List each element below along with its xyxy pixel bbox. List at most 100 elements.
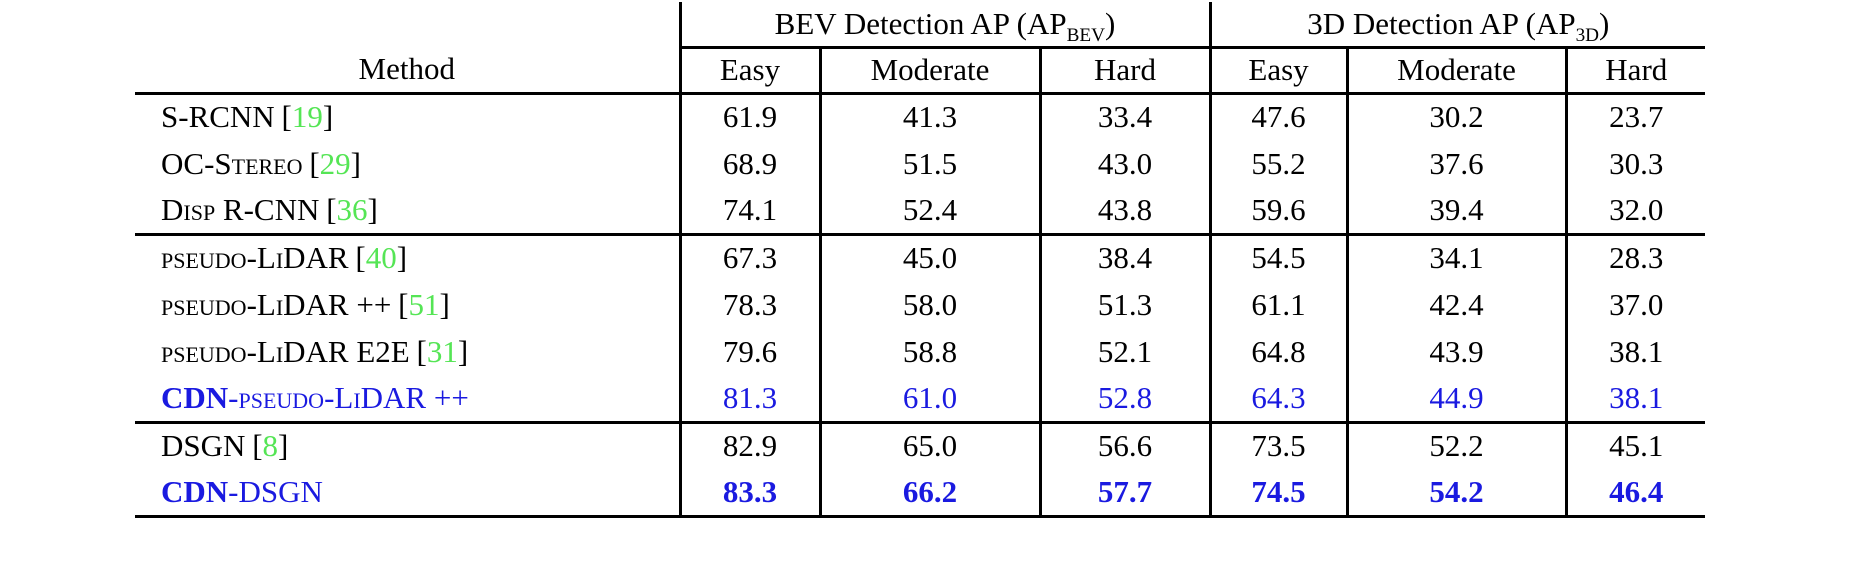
method-column-header: Method	[135, 47, 680, 95]
ap-value-cell: 43.8	[1038, 187, 1211, 234]
ap-value-cell: 54.5	[1208, 232, 1348, 281]
ap-value-cell: 30.3	[1564, 140, 1706, 187]
bev-moderate-header: Moderate	[818, 47, 1040, 95]
ap-value-cell: 64.3	[1208, 375, 1348, 422]
3d-group-header: 3D Detection AP (AP3D)	[1208, 2, 1706, 49]
citation-number: 31	[426, 333, 458, 369]
ap-value-cell: 28.3	[1564, 232, 1706, 281]
ap-value-cell: 37.0	[1564, 281, 1706, 328]
ap-value-cell: 52.2	[1345, 420, 1567, 469]
table-row: pseudo-LiDAR E2E [31] 79.6 58.8 52.1 64.8…	[135, 328, 1706, 375]
ap-value-cell: 81.3	[678, 375, 820, 422]
method-name-cell: OC-Stereo [29]	[135, 140, 680, 187]
ap-value-cell: 34.1	[1345, 232, 1567, 281]
ap-value-cell: 55.2	[1208, 140, 1348, 187]
citation-open-bracket: [	[309, 145, 320, 181]
table-row: pseudo-LiDAR ++ [51] 78.3 58.0 51.3 61.1 …	[135, 281, 1706, 328]
ap-value-cell: 61.0	[818, 375, 1040, 422]
ap-value-cell: 44.9	[1345, 375, 1567, 422]
method-name-cell: CDN-DSGN	[135, 469, 680, 518]
citation-close-bracket: ]	[322, 99, 334, 135]
3d-moderate-header: Moderate	[1345, 47, 1567, 95]
citation-open-bracket: [	[355, 240, 366, 276]
ap-value-cell: 52.1	[1038, 328, 1211, 375]
ap-value-cell: 33.4	[1038, 93, 1211, 140]
3d-hard-header: Hard	[1564, 47, 1706, 95]
method-name-cell: pseudo-LiDAR [40]	[135, 232, 680, 281]
citation-number: 29	[319, 145, 351, 181]
ap-value-cell: 56.6	[1038, 420, 1211, 469]
method-name-cell: S-RCNN [19]	[135, 93, 680, 140]
table-row: OC-Stereo [29] 68.9 51.5 43.0 55.2 37.6 3…	[135, 140, 1706, 187]
ap-value-cell: 67.3	[678, 232, 820, 281]
ap-value-cell: 74.1	[678, 187, 820, 234]
table-row: Disp R-CNN [36] 74.1 52.4 43.8 59.6 39.4 …	[135, 187, 1706, 234]
ap-value-cell: 58.0	[818, 281, 1040, 328]
citation-number: 19	[291, 99, 323, 135]
bev-subscript: BEV	[1066, 24, 1106, 46]
paper-results-table-region: BEV Detection AP (APBEV) 3D Detection AP…	[135, 2, 1706, 518]
citation: [31]	[417, 334, 469, 369]
ap-value-cell: 51.3	[1038, 281, 1211, 328]
ap-value-cell: 79.6	[678, 328, 820, 375]
ap-value-cell: 68.9	[678, 140, 820, 187]
group-header-row: BEV Detection AP (APBEV) 3D Detection AP…	[135, 2, 1706, 49]
method-bold-prefix: CDN	[161, 379, 229, 415]
citation: [29]	[309, 146, 361, 181]
ap-value-cell: 65.0	[818, 420, 1040, 469]
citation-close-bracket: ]	[439, 286, 450, 322]
citation-open-bracket: [	[398, 286, 409, 322]
ap-value-cell: 66.2	[818, 469, 1040, 518]
ap-value-cell: 58.8	[818, 328, 1040, 375]
ap-value-cell: 46.4	[1564, 469, 1706, 518]
3d-group-title: 3D Detection AP (AP	[1307, 5, 1576, 41]
ap-value-cell: 52.8	[1038, 375, 1211, 422]
3d-subscript: 3D	[1575, 24, 1600, 46]
ap-value-cell: 32.0	[1564, 187, 1706, 234]
ap-value-cell: 43.9	[1345, 328, 1567, 375]
method-name: S-RCNN	[161, 99, 275, 135]
ap-value-cell: 61.9	[678, 93, 820, 140]
ap-value-cell: 38.4	[1038, 232, 1211, 281]
ap-value-cell: 37.6	[1345, 140, 1567, 187]
citation: [51]	[398, 287, 450, 322]
ap-value-cell: 30.2	[1345, 93, 1567, 140]
ap-value-cell: 47.6	[1208, 93, 1348, 140]
method-name: DSGN	[161, 428, 246, 464]
ap-value-cell: 57.7	[1038, 469, 1211, 518]
ap-value-cell: 73.5	[1208, 420, 1348, 469]
citation-number: 51	[408, 286, 440, 322]
ap-value-cell: 74.5	[1208, 469, 1348, 518]
ap-value-cell: 78.3	[678, 281, 820, 328]
column-header-row: Method Easy Moderate Hard Easy Moderate …	[135, 47, 1706, 95]
citation: [36]	[326, 192, 378, 227]
citation-number: 8	[262, 428, 279, 464]
table-row: DSGN [8] 82.9 65.0 56.6 73.5 52.2 45.1	[135, 420, 1706, 469]
citation-open-bracket: [	[252, 428, 263, 464]
bev-easy-header: Easy	[678, 47, 820, 95]
results-table: BEV Detection AP (APBEV) 3D Detection AP…	[135, 2, 1706, 518]
method-name: pseudo-LiDAR E2E	[161, 333, 410, 369]
citation: [40]	[355, 240, 407, 275]
ap-value-cell: 54.2	[1345, 469, 1567, 518]
citation-close-bracket: ]	[350, 145, 361, 181]
table-row: CDN-pseudo-LiDAR ++ 81.3 61.0 52.8 64.3 …	[135, 375, 1706, 422]
citation: [8]	[252, 428, 288, 463]
table-row: pseudo-LiDAR [40] 67.3 45.0 38.4 54.5 34.…	[135, 232, 1706, 281]
method-name: pseudo-LiDAR ++	[161, 286, 392, 322]
ap-value-cell: 51.5	[818, 140, 1040, 187]
method-name-cell: pseudo-LiDAR E2E [31]	[135, 328, 680, 375]
method-name: Disp R-CNN	[161, 191, 320, 227]
citation-close-bracket: ]	[278, 428, 289, 464]
3d-easy-header: Easy	[1208, 47, 1348, 95]
ap-value-cell: 39.4	[1345, 187, 1567, 234]
table-row: S-RCNN [19] 61.9 41.3 33.4 47.6 30.2 23.7	[135, 93, 1706, 140]
ap-value-cell: 38.1	[1564, 328, 1706, 375]
citation-number: 40	[365, 240, 397, 276]
bev-group-title: BEV Detection AP (AP	[774, 5, 1067, 41]
method-name-cell: Disp R-CNN [36]	[135, 187, 680, 234]
method-name: pseudo-LiDAR	[161, 240, 349, 276]
ap-value-cell: 41.3	[818, 93, 1040, 140]
method-name-cell: pseudo-LiDAR ++ [51]	[135, 281, 680, 328]
method-bold-prefix: CDN	[161, 473, 229, 509]
